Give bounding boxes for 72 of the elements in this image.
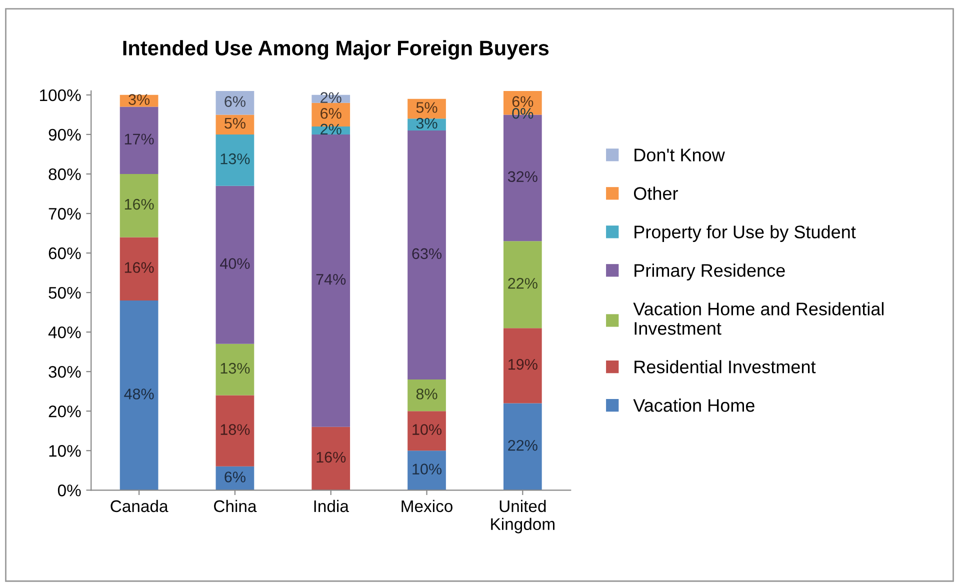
data-label: 16%: [124, 198, 154, 210]
y-tick-label: 30%: [48, 366, 81, 378]
data-label: 6%: [224, 96, 246, 107]
y-tick-label: 90%: [48, 128, 81, 141]
data-label: 32%: [508, 171, 538, 182]
bar: [120, 174, 158, 238]
data-label: 16%: [124, 262, 154, 273]
legend-label: Property for Use by Student: [634, 225, 856, 242]
bar: [503, 328, 542, 404]
bar: [216, 90, 254, 115]
data-label: 3%: [128, 94, 150, 105]
data-label: 3%: [416, 118, 438, 129]
data-label: 48%: [124, 388, 154, 400]
bar: [503, 403, 542, 490]
data-label: 40%: [220, 258, 250, 269]
y-tick-label: 40%: [48, 326, 81, 338]
data-label: 0%: [512, 108, 534, 119]
y-tick-label: 60%: [48, 247, 81, 260]
data-label: 5%: [224, 118, 246, 129]
bar: [216, 114, 254, 134]
bar: [408, 450, 446, 490]
y-tick-label: 80%: [48, 168, 81, 180]
legend-label: Primary Residence: [634, 264, 785, 280]
data-label: 19%: [508, 358, 538, 370]
data-label: 6%: [512, 96, 534, 107]
bar: [216, 344, 254, 396]
x-tick-label: India: [314, 500, 349, 512]
x-tick-label: Mexico: [402, 500, 452, 512]
y-tick-label: 50%: [48, 286, 81, 299]
data-label: 2%: [320, 124, 342, 135]
data-label: 63%: [412, 248, 442, 260]
data-label: 17%: [124, 134, 154, 144]
legend-label: Vacation Home and Residential Investment: [633, 302, 884, 335]
bar: [408, 130, 446, 380]
chart-title: Intended Use Among Major Foreign Buyers: [123, 40, 549, 60]
data-label: 18%: [220, 424, 250, 435]
x-tick-label: United Kingdom: [491, 500, 554, 534]
data-label: 13%: [220, 362, 250, 374]
bar: [120, 300, 158, 490]
bar: [408, 379, 446, 412]
data-label: 2%: [320, 92, 342, 103]
bar: [216, 395, 254, 466]
data-label: 6%: [224, 472, 246, 482]
bar: [120, 237, 158, 300]
legend-label: Don't Know: [634, 148, 725, 162]
bar: [216, 186, 254, 344]
bar: [503, 241, 542, 328]
data-label: 22%: [508, 278, 538, 289]
data-label: 6%: [320, 108, 342, 119]
data-label: 5%: [416, 102, 438, 113]
y-tick-label: 10%: [49, 445, 81, 457]
y-tick-label: 70%: [48, 208, 81, 220]
bar: [120, 106, 158, 174]
y-tick-label: 100%: [40, 89, 81, 102]
data-label: 74%: [316, 274, 346, 285]
bar: [312, 134, 350, 427]
x-tick-label: Canada: [110, 500, 168, 512]
data-label: 10%: [412, 464, 442, 474]
bar: [312, 426, 350, 490]
data-label: 13%: [220, 153, 250, 164]
legend-label: Residential Investment: [634, 360, 816, 374]
data-label: 10%: [412, 424, 442, 435]
y-tick-label: 0%: [58, 484, 81, 496]
y-tick-label: 20%: [48, 406, 81, 418]
x-tick-label: China: [214, 500, 257, 512]
data-label: 16%: [316, 452, 346, 463]
bar: [216, 134, 254, 186]
data-label: 8%: [416, 388, 438, 400]
legend-label: Vacation Home: [633, 398, 754, 412]
legend-label: Other: [634, 186, 678, 200]
bar: [408, 411, 446, 451]
data-label: 22%: [508, 440, 538, 451]
